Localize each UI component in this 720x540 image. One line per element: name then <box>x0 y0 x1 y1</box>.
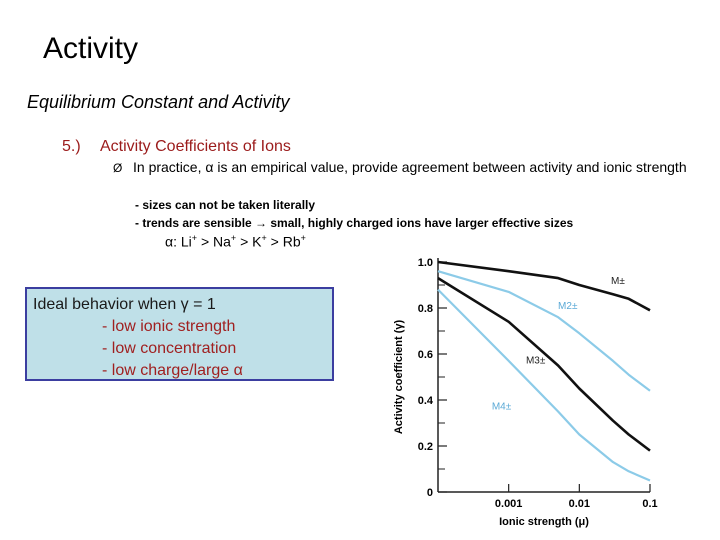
y-tick-label: 1.0 <box>418 257 433 269</box>
x-tick-label: 0.01 <box>569 498 590 510</box>
y-axis-label: Activity coefficient (γ) <box>393 320 405 435</box>
charge-k: + <box>261 233 267 243</box>
y-tick-label: 0.6 <box>418 349 433 361</box>
y-tick-label: 0.8 <box>418 303 433 315</box>
alpha-colon: : <box>173 233 177 250</box>
ideal-item-charge: - low charge/large α <box>102 362 243 379</box>
y-tick-label: 0.4 <box>418 395 434 407</box>
charge-rb: + <box>300 233 306 243</box>
series-line-2 <box>437 270 651 392</box>
series-label-3: M3± <box>526 356 546 367</box>
note-sizes: - sizes can not be taken literally <box>135 198 316 212</box>
series-label-4: M4± <box>492 402 512 413</box>
alpha-ordering: α: Li+ > Na+ > K+ > Rb+ <box>165 233 306 250</box>
ideal-behavior-box: Ideal behavior when γ = 1 - low ionic st… <box>25 287 334 381</box>
section-number: 5.) <box>62 138 81 155</box>
gt-1: > <box>200 233 210 250</box>
series-line-3 <box>437 276 651 452</box>
section-title: Activity Coefficients of Ions <box>100 138 291 155</box>
series-label-2: M2± <box>558 301 578 312</box>
activity-coefficient-chart: 0 0.2 0.4 0.6 0.8 1.0 0.001 0.01 0.1 Ionic streng… <box>393 257 658 528</box>
chart-lines <box>437 260 651 482</box>
page-title: Activity <box>43 32 139 65</box>
ion-na: Na <box>213 233 231 250</box>
x-axis-label: Ionic strength (μ) <box>499 516 589 528</box>
chart-labels: 0 0.2 0.4 0.6 0.8 1.0 0.001 0.01 0.1 Ionic streng… <box>393 257 658 528</box>
bullet-arrow-icon: Ø <box>113 161 123 175</box>
y-tick-label: 0 <box>427 487 433 499</box>
page-subtitle: Equilibrium Constant and Activity <box>27 92 290 112</box>
ion-k: K <box>252 233 262 250</box>
ion-li: Li <box>180 233 192 250</box>
x-tick-label: 0.001 <box>495 498 523 510</box>
series-line-4 <box>437 288 651 482</box>
x-tick-label: 0.1 <box>642 498 657 510</box>
ideal-item-concentration: - low concentration <box>102 340 237 357</box>
y-tick-label: 0.2 <box>418 441 433 453</box>
charge-na: + <box>230 233 237 243</box>
gt-3: > <box>270 233 279 250</box>
charge-li: + <box>191 233 198 243</box>
gt-2: > <box>240 233 249 250</box>
series-label-1: M± <box>611 276 625 287</box>
ideal-behavior-heading: Ideal behavior when γ = 1 <box>33 296 216 313</box>
ideal-item-ionic-strength: - low ionic strength <box>102 318 236 335</box>
note-trends: - trends are sensible → small, highly ch… <box>135 216 574 230</box>
alpha-symbol: α <box>165 233 174 250</box>
section-heading: 5.) Activity Coefficients of Ions <box>62 138 291 156</box>
chart-axes <box>437 258 651 493</box>
ion-rb: Rb <box>282 233 301 250</box>
bullet-text: In practice, α is an empirical value, pr… <box>133 159 687 175</box>
series-line-1 <box>437 260 651 312</box>
